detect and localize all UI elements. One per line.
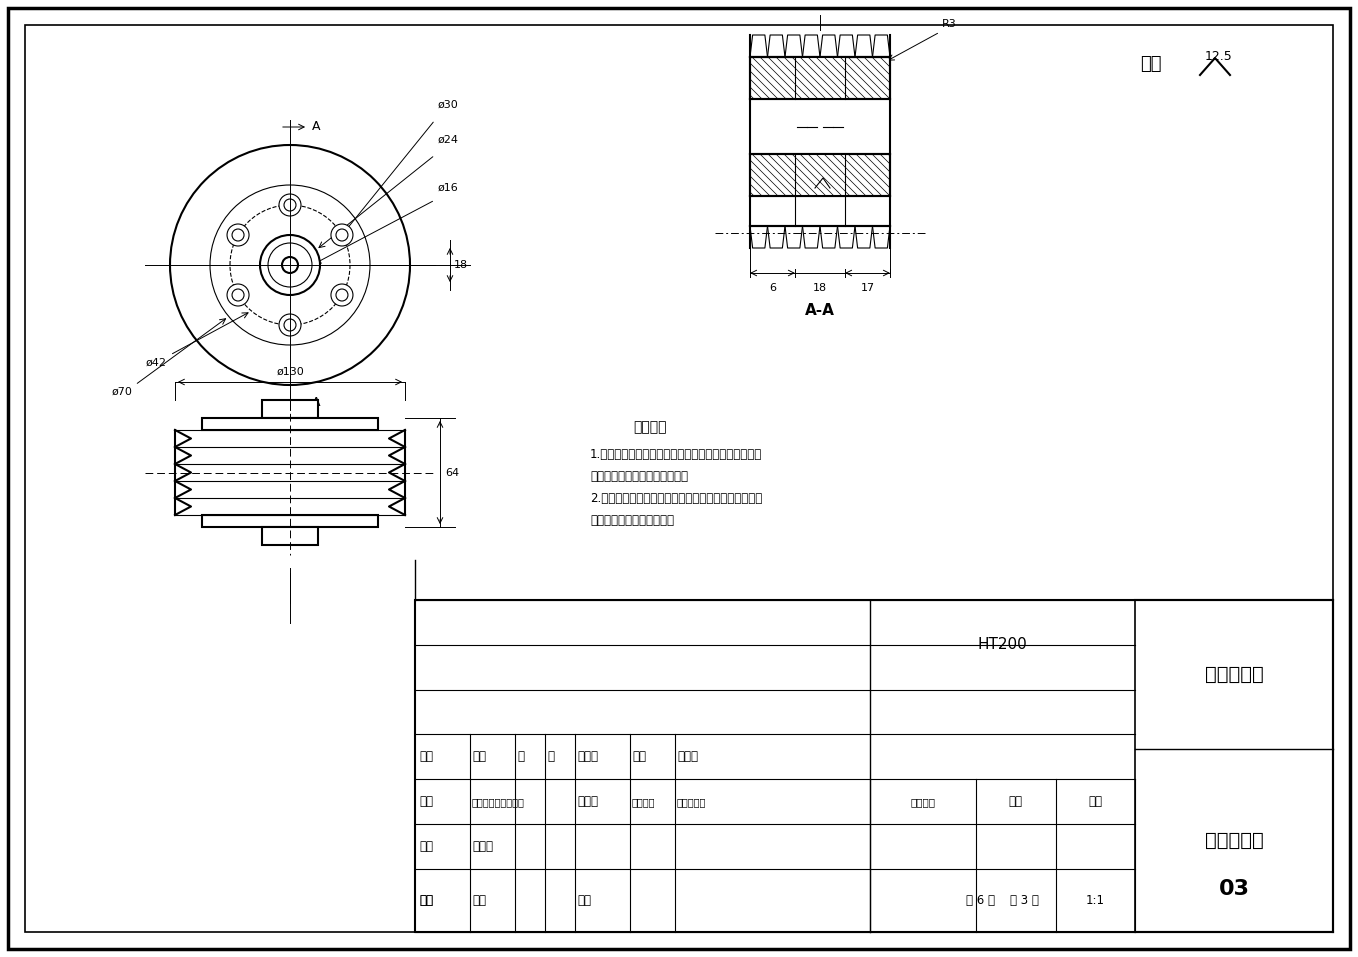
Text: ø16: ø16 bbox=[439, 183, 459, 193]
Text: 17: 17 bbox=[861, 283, 875, 293]
Text: 03: 03 bbox=[1218, 879, 1249, 899]
Text: 标准化: 标准化 bbox=[577, 795, 598, 809]
Text: 1.铸造、焊接或烧结的带轮在轮缘、腹板、轮辐及轮毂: 1.铸造、焊接或烧结的带轮在轮缘、腹板、轮辐及轮毂 bbox=[589, 448, 762, 461]
Text: （签名）（年月日）: （签名）（年月日） bbox=[473, 796, 526, 807]
Text: 签名: 签名 bbox=[631, 750, 646, 764]
Text: 12.5: 12.5 bbox=[1205, 50, 1233, 63]
Text: A: A bbox=[312, 396, 320, 410]
Text: 分: 分 bbox=[517, 750, 524, 764]
Bar bbox=[262, 527, 318, 545]
Text: 技术要求: 技术要求 bbox=[633, 420, 667, 434]
Bar bbox=[262, 400, 318, 418]
Text: ø30: ø30 bbox=[439, 100, 459, 110]
Bar bbox=[750, 57, 889, 99]
Text: （签名）: （签名） bbox=[631, 796, 656, 807]
Circle shape bbox=[259, 235, 320, 295]
Text: 设计: 设计 bbox=[420, 795, 433, 809]
Text: 1:1: 1:1 bbox=[1086, 894, 1105, 907]
Text: 安静: 安静 bbox=[473, 894, 486, 907]
Circle shape bbox=[227, 224, 249, 246]
Text: 64: 64 bbox=[445, 468, 459, 478]
Text: 共 6 张    第 3 张: 共 6 张 第 3 张 bbox=[966, 894, 1039, 907]
Bar bbox=[202, 515, 378, 527]
Circle shape bbox=[232, 289, 244, 301]
Text: 年月日: 年月日 bbox=[678, 750, 698, 764]
Text: 批准: 批准 bbox=[577, 894, 591, 907]
Bar bbox=[416, 600, 1334, 932]
Circle shape bbox=[284, 199, 296, 211]
Circle shape bbox=[284, 319, 296, 331]
Text: ø24: ø24 bbox=[439, 135, 459, 145]
Text: 6: 6 bbox=[769, 283, 775, 293]
Circle shape bbox=[210, 185, 369, 345]
Text: ø70: ø70 bbox=[111, 387, 132, 397]
Bar bbox=[794, 154, 845, 196]
Circle shape bbox=[331, 284, 353, 306]
Text: 审核: 审核 bbox=[420, 894, 433, 907]
Text: 2.铸造带轮在不提高内部应力的前提下，允许对轮缘、: 2.铸造带轮在不提高内部应力的前提下，允许对轮缘、 bbox=[589, 492, 762, 505]
Text: R3: R3 bbox=[942, 19, 957, 29]
Text: 处数: 处数 bbox=[473, 750, 486, 764]
Text: A-A: A-A bbox=[805, 303, 835, 318]
Text: 3.2: 3.2 bbox=[801, 179, 815, 188]
Circle shape bbox=[227, 284, 249, 306]
Text: 詹龙生: 詹龙生 bbox=[473, 840, 493, 853]
Text: 阶段标记: 阶段标记 bbox=[910, 796, 936, 807]
Text: 其余: 其余 bbox=[1139, 55, 1161, 73]
Circle shape bbox=[278, 314, 301, 336]
Circle shape bbox=[170, 145, 410, 385]
Text: 区: 区 bbox=[547, 750, 554, 764]
Text: 18: 18 bbox=[813, 283, 827, 293]
Circle shape bbox=[282, 257, 297, 273]
Text: A: A bbox=[312, 121, 320, 133]
Bar bbox=[750, 154, 889, 196]
Text: 孔板式带轮: 孔板式带轮 bbox=[1205, 832, 1263, 850]
Text: 重量: 重量 bbox=[1009, 795, 1023, 809]
Text: 标记: 标记 bbox=[420, 750, 433, 764]
Text: 比例: 比例 bbox=[1088, 795, 1103, 809]
Circle shape bbox=[268, 243, 312, 287]
Text: 文件号: 文件号 bbox=[577, 750, 598, 764]
Circle shape bbox=[335, 289, 348, 301]
Circle shape bbox=[278, 194, 301, 216]
Text: 工艺: 工艺 bbox=[420, 894, 433, 907]
Text: 制图: 制图 bbox=[420, 840, 433, 853]
Text: 塔里木大学: 塔里木大学 bbox=[1205, 665, 1263, 684]
Text: 18: 18 bbox=[454, 260, 469, 270]
Bar bbox=[794, 57, 845, 99]
Text: 凸台的表面缺陷进行修补。: 凸台的表面缺陷进行修补。 bbox=[589, 514, 674, 527]
Text: HT200: HT200 bbox=[978, 637, 1028, 653]
Text: 上不允许有砂眼、缩孔及气泡。: 上不允许有砂眼、缩孔及气泡。 bbox=[589, 470, 689, 483]
Text: ø42: ø42 bbox=[147, 358, 167, 368]
Circle shape bbox=[331, 224, 353, 246]
Bar bbox=[202, 418, 378, 430]
Text: （年月日）: （年月日） bbox=[678, 796, 706, 807]
Circle shape bbox=[232, 229, 244, 241]
Circle shape bbox=[335, 229, 348, 241]
Text: ø130: ø130 bbox=[276, 367, 304, 377]
